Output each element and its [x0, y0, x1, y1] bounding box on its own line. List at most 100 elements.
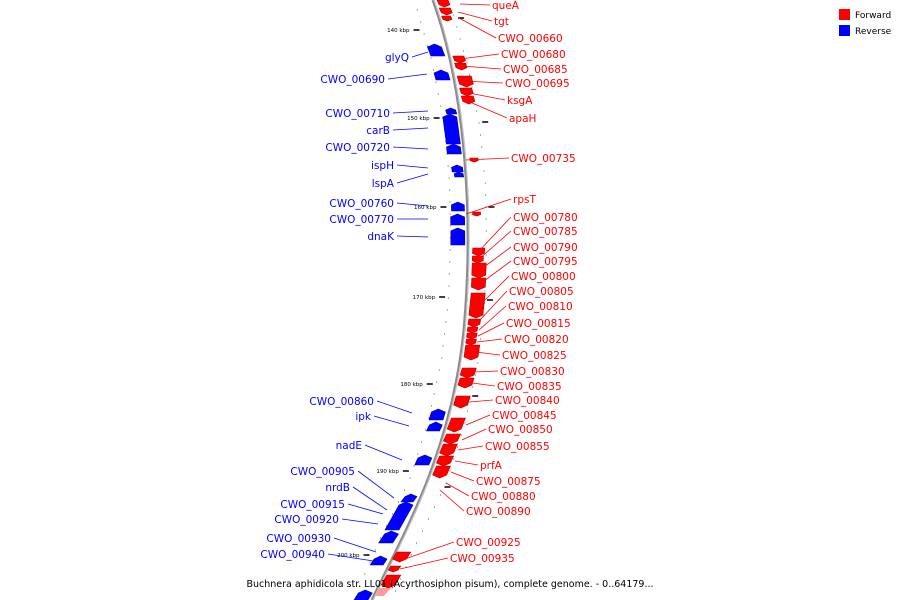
forward-leader-line [476, 338, 503, 343]
reverse-leader-line [387, 73, 428, 80]
forward-gene-label: tgt [494, 16, 509, 28]
forward-gene-label: rpsT [513, 194, 536, 206]
reverse-leader-line [333, 537, 377, 553]
reverse-gene-label: carB [366, 125, 390, 137]
reverse-gene [353, 589, 373, 600]
reverse-leader-line [376, 400, 413, 414]
forward-gene-label: CWO_00695 [505, 78, 570, 90]
forward-gene [454, 62, 468, 71]
tick-label: 160 kbp [414, 205, 437, 211]
forward-leader-line [468, 399, 494, 403]
forward-gene-label: CWO_00735 [511, 153, 576, 165]
forward-gene [459, 367, 477, 379]
forward-gene [439, 443, 458, 457]
forward-gene-label: CWO_00830 [500, 366, 565, 378]
forward-leader-line [458, 17, 497, 39]
tick-label: 150 kbp [407, 116, 430, 122]
legend-reverse-swatch [839, 25, 850, 36]
forward-gene [459, 87, 474, 97]
reverse-gene-label: CWO_00770 [329, 214, 394, 226]
gene-labels: queA tgt CWO_00660 CWO_00680 CWO_00685 CWO_00… [260, 0, 577, 565]
forward-leader-line [461, 428, 487, 441]
reverse-gene [426, 421, 443, 432]
tick-label: 180 kbp [400, 382, 423, 388]
forward-gene [453, 395, 471, 409]
tick-label: 170 kbp [413, 295, 436, 301]
forward-gene-label: CWO_00660 [498, 33, 563, 45]
forward-gene [460, 95, 476, 105]
forward-leader-line [401, 541, 455, 561]
reverse-gene-label: ispH [371, 160, 394, 172]
forward-gene-label: ksgA [507, 95, 533, 107]
forward-leader-line [478, 230, 512, 260]
genome-caption: Buchnera aphidicola str. LL01 (Acyrthosi… [246, 579, 653, 590]
reverse-gene [384, 501, 414, 531]
forward-leader-line [465, 414, 491, 426]
reverse-gene [453, 171, 465, 178]
reverse-gene-label: glyQ [385, 52, 409, 64]
forward-gene [380, 574, 402, 589]
forward-gene [463, 344, 481, 361]
reverse-gene [451, 164, 464, 173]
forward-leader-line [450, 471, 475, 482]
reverse-gene-label: dnaK [367, 231, 395, 243]
forward-gene-label: CWO_00890 [466, 506, 531, 518]
forward-leader-line [475, 351, 501, 356]
forward-gene-label: CWO_00935 [450, 553, 515, 565]
reverse-gene [378, 530, 399, 544]
reverse-gene-label: CWO_00915 [280, 499, 345, 511]
forward-gene-label: CWO_00850 [488, 424, 553, 436]
reverse-leader-line [341, 518, 379, 525]
reverse-leader-line [373, 415, 410, 427]
reverse-leader-line [396, 235, 429, 238]
forward-gene [457, 377, 475, 389]
reverse-gene-label: CWO_00940 [260, 549, 325, 561]
forward-leader-line [457, 11, 493, 22]
forward-gene-label: apaH [509, 113, 536, 125]
gene-features [353, 0, 487, 600]
forward-leader-line [464, 99, 508, 119]
forward-gene-label: CWO_00835 [497, 381, 562, 393]
reverse-gene [450, 227, 466, 246]
reverse-gene [451, 201, 465, 212]
forward-gene [471, 277, 487, 291]
reverse-leader-line [327, 553, 381, 563]
forward-gene [392, 551, 412, 563]
forward-gene-label: CWO_00795 [513, 256, 578, 268]
reverse-gene-label: CWO_00710 [325, 108, 390, 120]
forward-gene [468, 292, 486, 319]
forward-leader-line [479, 275, 510, 306]
forward-leader-line [463, 91, 506, 101]
reverse-gene-label: CWO_00720 [325, 142, 390, 154]
forward-leader-line [462, 80, 504, 84]
forward-gene [432, 465, 451, 479]
reverse-gene [446, 143, 462, 155]
tick-label: 190 kbp [376, 469, 399, 475]
forward-gene-label: CWO_00825 [502, 350, 567, 362]
forward-gene-label: prfA [480, 460, 503, 472]
forward-gene [472, 211, 481, 217]
reverse-gene [442, 113, 461, 145]
forward-leader-line [454, 460, 479, 466]
reverse-leader-line [352, 486, 388, 511]
forward-gene [471, 262, 487, 279]
reverse-gene [427, 43, 446, 57]
reverse-gene [428, 408, 446, 421]
reverse-leader-line [396, 173, 429, 184]
forward-gene-label: CWO_00810 [508, 301, 573, 313]
forward-leader-line [465, 157, 510, 161]
label-leaders [327, 3, 512, 570]
forward-leader-line [479, 246, 512, 271]
forward-gene [436, 0, 451, 8]
forward-leader-line [461, 65, 502, 70]
forward-leader-line [479, 260, 512, 285]
forward-gene-label: CWO_00820 [504, 334, 569, 346]
reverse-leader-line [364, 444, 403, 461]
forward-gene-label: CWO_00800 [511, 271, 576, 283]
forward-gene [452, 55, 466, 64]
forward-gene-label: CWO_00855 [485, 441, 550, 453]
reverse-gene-label: ipk [355, 411, 372, 423]
forward-gene [446, 417, 466, 433]
reverse-leader-line [396, 202, 429, 207]
